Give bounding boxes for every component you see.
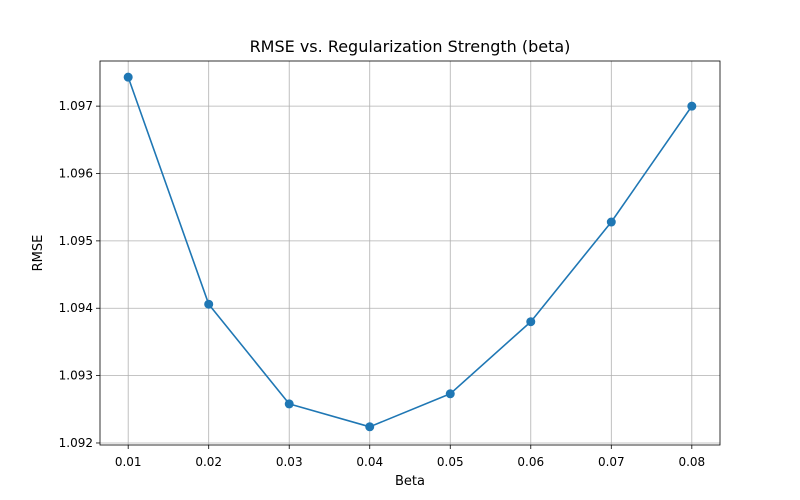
y-tick-label: 1.094 [59, 301, 93, 315]
series-line [127, 76, 693, 428]
chart-title: RMSE vs. Regularization Strength (beta) [250, 37, 571, 56]
x-tick-label: 0.01 [115, 455, 142, 469]
x-tick-label: 0.05 [437, 455, 464, 469]
y-tick-label: 1.092 [59, 436, 93, 450]
x-tick-label: 0.07 [598, 455, 625, 469]
data-point [445, 389, 455, 399]
y-tick-label: 1.096 [59, 167, 93, 181]
plot-area-border [99, 60, 721, 446]
x-tick-label: 0.03 [276, 455, 303, 469]
data-point [526, 317, 536, 327]
data-point [606, 217, 616, 227]
y-tick-label: 1.097 [59, 99, 93, 113]
series-layer [123, 72, 697, 432]
y-axis: 1.092 1.093 1.094 1.095 1.096 1.097 [59, 99, 100, 450]
grid [100, 61, 720, 445]
x-tick-label: 0.02 [195, 455, 222, 469]
plot-frame [99, 60, 721, 446]
y-tick-label: 1.095 [59, 234, 93, 248]
x-tick-label: 0.08 [678, 455, 705, 469]
x-axis-title: Beta [395, 474, 425, 489]
data-point [687, 101, 697, 111]
x-tick-label: 0.06 [517, 455, 544, 469]
data-point [365, 422, 375, 432]
data-point [123, 72, 133, 82]
data-point [204, 299, 214, 309]
y-axis-title: RMSE [31, 235, 46, 272]
y-tick-label: 1.093 [59, 369, 93, 383]
data-point [284, 399, 294, 409]
x-tick-label: 0.04 [356, 455, 383, 469]
x-axis: 0.01 0.02 0.03 0.04 0.05 0.06 0.07 0.08 [115, 445, 705, 469]
